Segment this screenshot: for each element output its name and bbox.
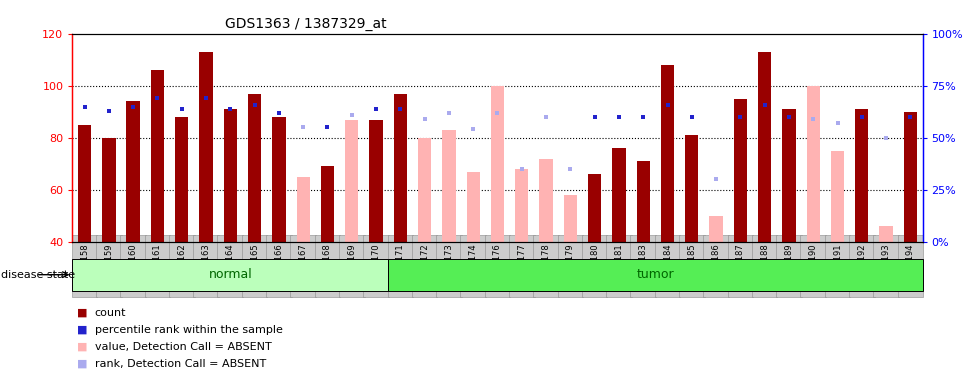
Text: GDS1363 / 1387329_at: GDS1363 / 1387329_at <box>225 17 387 32</box>
Bar <box>661 65 674 242</box>
Bar <box>151 70 164 242</box>
Bar <box>685 135 698 242</box>
Bar <box>709 216 723 242</box>
Bar <box>199 52 213 242</box>
Text: ■: ■ <box>77 308 88 318</box>
Bar <box>72 259 388 291</box>
Bar <box>127 101 140 242</box>
Bar <box>248 94 261 242</box>
Text: tumor: tumor <box>637 268 674 281</box>
Bar <box>879 226 893 242</box>
Text: rank, Detection Call = ABSENT: rank, Detection Call = ABSENT <box>95 359 266 369</box>
Bar <box>224 109 237 242</box>
Bar <box>734 99 747 242</box>
Text: normal: normal <box>209 268 252 281</box>
Bar <box>807 86 820 242</box>
Text: ■: ■ <box>77 342 88 352</box>
Text: count: count <box>95 308 127 318</box>
Bar <box>78 125 91 242</box>
Bar <box>782 109 796 242</box>
Bar <box>855 109 868 242</box>
Bar <box>102 138 116 242</box>
Text: value, Detection Call = ABSENT: value, Detection Call = ABSENT <box>95 342 271 352</box>
Bar <box>297 177 310 242</box>
Text: ■: ■ <box>77 359 88 369</box>
Bar <box>515 169 528 242</box>
Bar <box>388 259 923 291</box>
Bar <box>442 130 456 242</box>
Bar <box>272 117 286 242</box>
Bar <box>321 166 334 242</box>
Bar <box>175 117 188 242</box>
Bar <box>369 120 383 242</box>
Bar <box>491 86 504 242</box>
Bar <box>418 138 431 242</box>
Text: disease state: disease state <box>1 270 75 280</box>
Text: percentile rank within the sample: percentile rank within the sample <box>95 325 282 335</box>
Text: ■: ■ <box>77 325 88 335</box>
Bar <box>831 151 844 242</box>
Bar <box>612 148 626 242</box>
Bar <box>345 120 358 242</box>
Bar <box>637 161 650 242</box>
Bar <box>588 174 601 242</box>
Bar <box>564 195 577 242</box>
Bar <box>467 172 480 242</box>
Bar <box>539 159 553 242</box>
Bar <box>758 52 771 242</box>
Bar <box>394 94 407 242</box>
Bar <box>904 112 917 242</box>
